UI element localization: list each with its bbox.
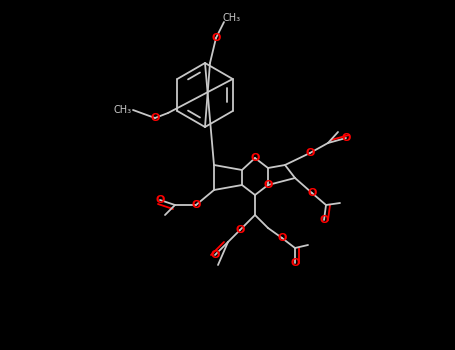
Text: O: O (277, 233, 287, 243)
Text: CH₃: CH₃ (223, 13, 241, 23)
Text: O: O (319, 215, 329, 225)
Text: O: O (250, 153, 260, 163)
Text: O: O (235, 225, 245, 235)
Text: O: O (290, 258, 300, 268)
Text: O: O (263, 180, 273, 190)
Text: CH₃: CH₃ (114, 105, 132, 115)
Text: O: O (307, 188, 317, 198)
Text: O: O (155, 195, 165, 205)
Text: O: O (191, 200, 201, 210)
Text: O: O (210, 250, 220, 260)
Text: O: O (211, 33, 221, 43)
Text: O: O (341, 133, 351, 143)
Text: O: O (150, 113, 160, 123)
Text: O: O (305, 148, 315, 158)
